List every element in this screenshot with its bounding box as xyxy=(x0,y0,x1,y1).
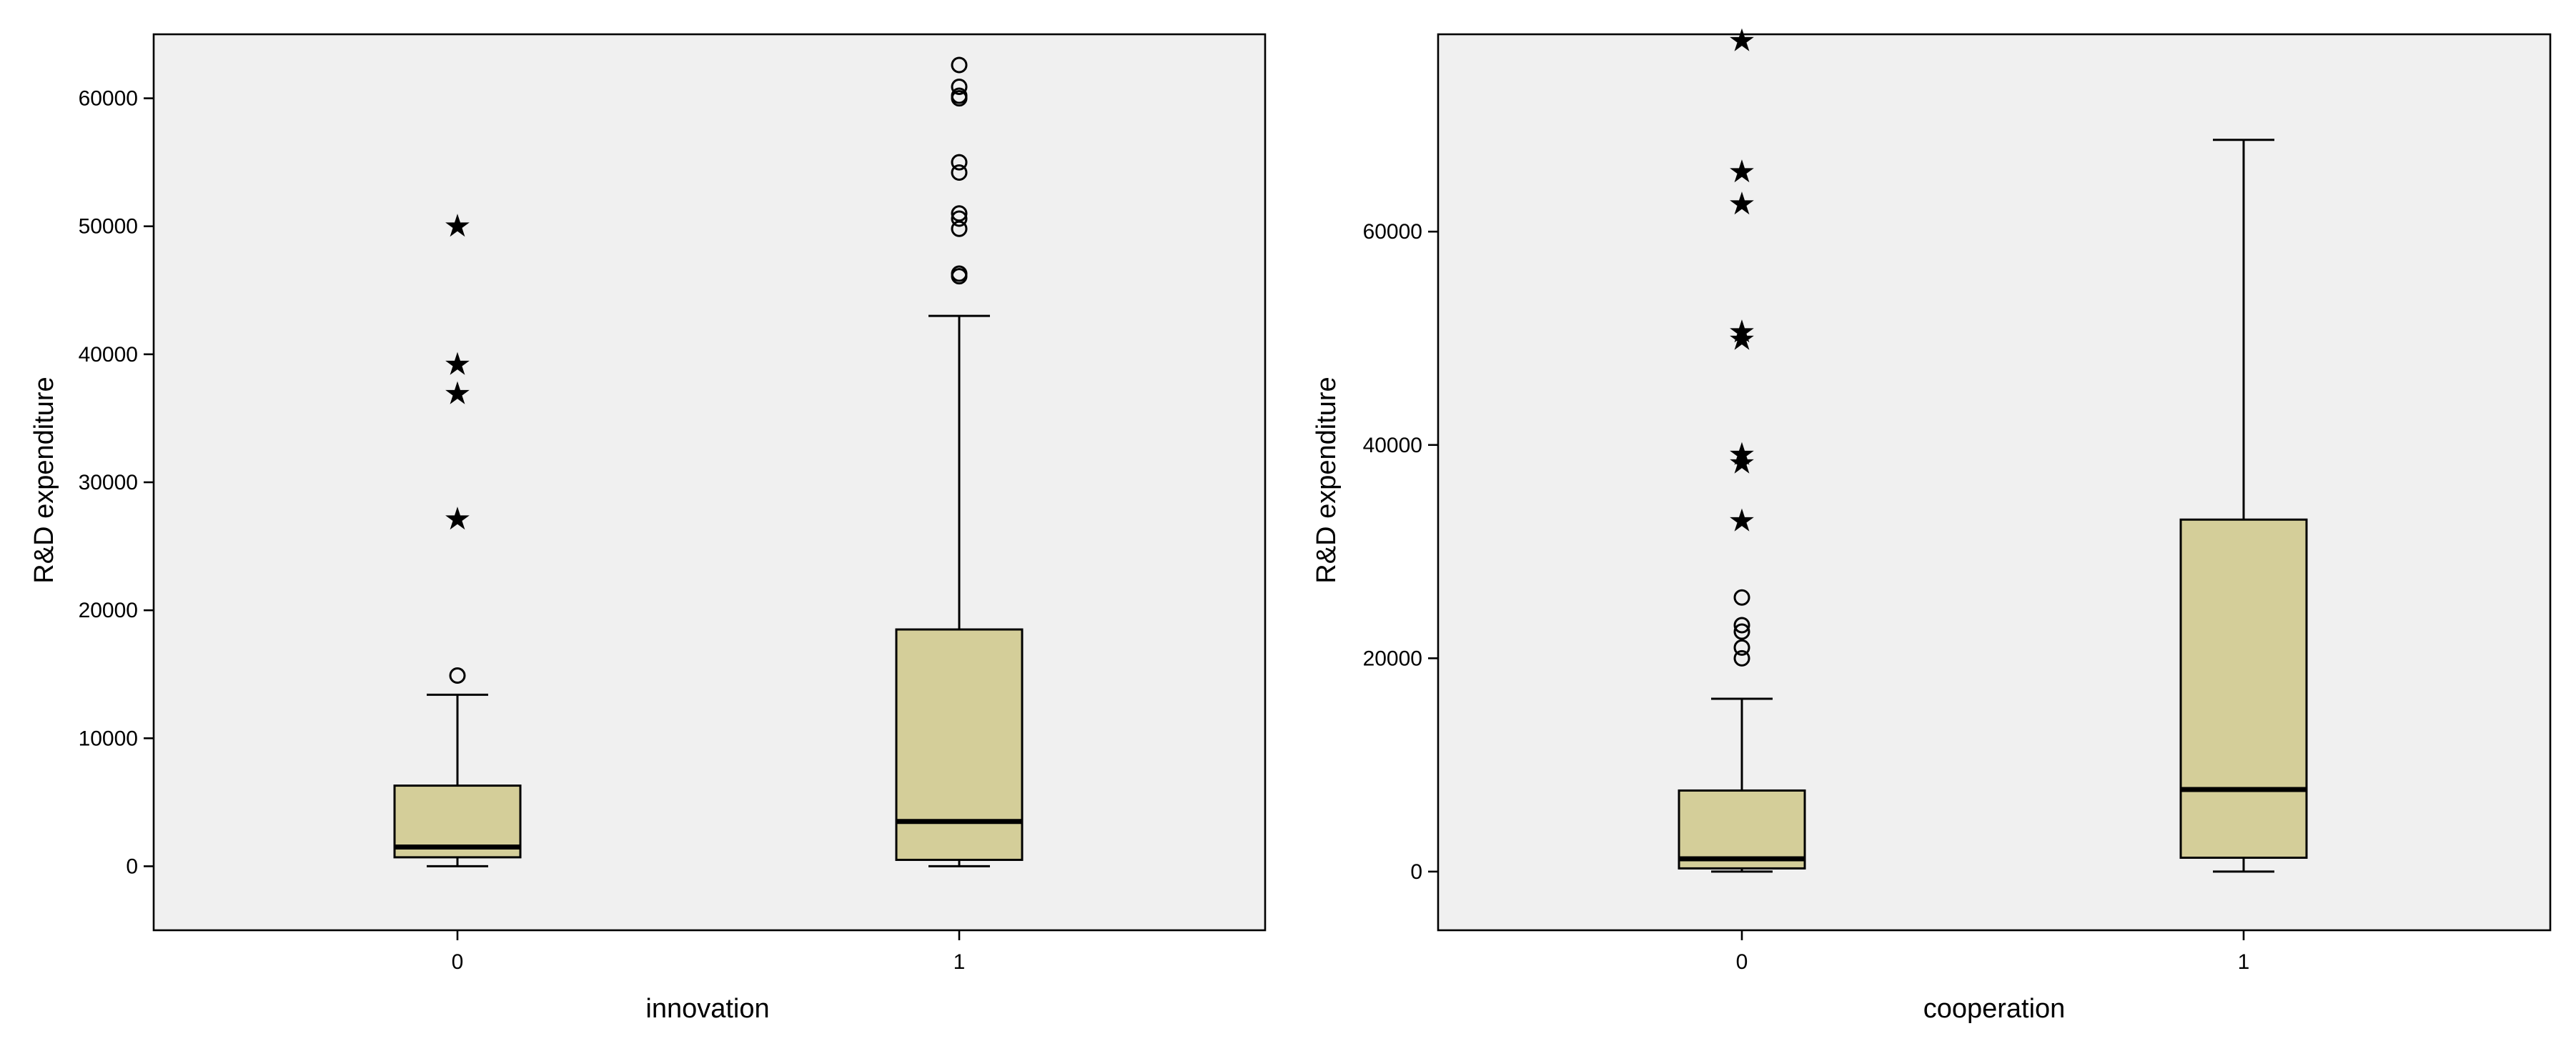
left-box-group-0: ★★★★ xyxy=(393,208,522,867)
outlier-circle xyxy=(1733,639,1750,656)
right-y-tick-label: 60000 xyxy=(1363,220,1422,244)
left-x-tick-label: 0 xyxy=(452,950,464,974)
left-y-tick-label: 10000 xyxy=(79,727,138,750)
left-y-tick-label: 40000 xyxy=(79,343,138,367)
outlier-star: ★ xyxy=(1728,186,1755,222)
right-x-tick-label: 1 xyxy=(2238,950,2250,974)
outlier-star: ★ xyxy=(443,346,471,382)
outlier-circle xyxy=(951,205,968,222)
left-boxplot-panel: innovation R&D expenditure 0 10000 20000 30… xyxy=(29,33,1267,1024)
iqr-box xyxy=(2179,518,2308,859)
outlier-circle xyxy=(951,56,968,74)
outlier-circle xyxy=(951,265,968,282)
outlier-circle xyxy=(951,78,968,95)
outlier-circle xyxy=(449,667,466,684)
right-y-tick-label: 40000 xyxy=(1363,434,1422,457)
outlier-circle xyxy=(951,164,968,181)
right-y-axis-title: R&D expenditure xyxy=(1312,377,1342,583)
outlier-circle xyxy=(951,87,968,104)
outlier-star: ★ xyxy=(443,208,471,244)
right-box-group-1 xyxy=(2179,139,2308,873)
outlier-star: ★ xyxy=(443,501,471,537)
left-y-tick-label: 30000 xyxy=(79,471,138,494)
right-y-tick-label: 0 xyxy=(1410,860,1422,884)
outlier-star: ★ xyxy=(1728,445,1755,482)
iqr-box xyxy=(895,628,1024,861)
outlier-circle xyxy=(1733,589,1750,606)
outlier-star: ★ xyxy=(1728,502,1755,539)
outlier-star: ★ xyxy=(1728,437,1755,473)
outlier-star: ★ xyxy=(1728,22,1755,59)
outlier-star: ★ xyxy=(1728,154,1755,190)
iqr-box xyxy=(1678,789,1806,870)
left-y-tick-label: 50000 xyxy=(79,215,138,239)
outlier-circle xyxy=(1733,649,1750,667)
right-plot-area xyxy=(1437,33,2552,932)
left-y-tick-label: 0 xyxy=(126,855,138,878)
right-x-axis-title: cooperation xyxy=(1923,994,2066,1024)
right-box-group-0: ★★★★★★★★ xyxy=(1678,22,1806,873)
outlier-star: ★ xyxy=(443,376,471,412)
left-y-axis-title: R&D expenditure xyxy=(29,377,59,583)
outlier-circle xyxy=(1733,617,1750,634)
outlier-star: ★ xyxy=(1728,321,1755,357)
left-y-tick-label: 60000 xyxy=(79,87,138,111)
left-box-group-1 xyxy=(895,56,1024,867)
left-y-tick-label: 20000 xyxy=(79,599,138,622)
outlier-circle xyxy=(951,154,968,171)
outlier-circle xyxy=(1733,623,1750,640)
right-x-tick-label: 0 xyxy=(1736,950,1748,974)
left-x-tick-label: 1 xyxy=(953,950,966,974)
right-boxplot-panel: cooperation R&D expenditure 0 20000 40000 6… xyxy=(1312,22,2552,1024)
outlier-star: ★ xyxy=(1728,314,1755,350)
left-x-axis-title: innovation xyxy=(645,994,769,1024)
left-plot-area xyxy=(152,33,1267,932)
outlier-circle xyxy=(951,210,968,227)
right-y-tick-label: 20000 xyxy=(1363,647,1422,670)
